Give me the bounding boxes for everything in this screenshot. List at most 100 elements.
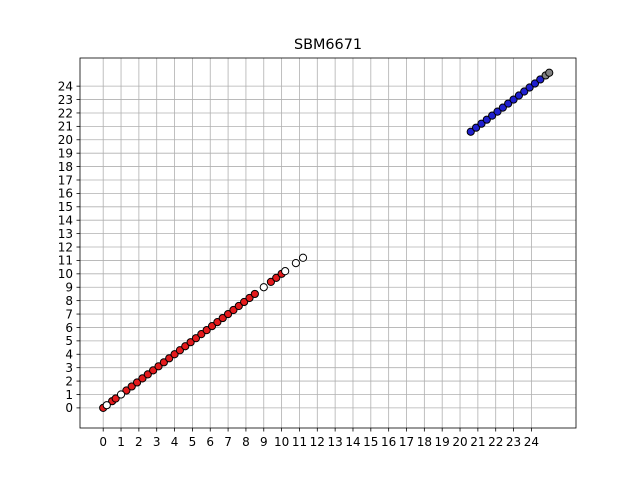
y-tick-label: 5 [65, 334, 73, 348]
y-tick-label: 9 [65, 281, 73, 295]
y-tick-label: 6 [65, 321, 73, 335]
x-tick-label: 2 [135, 435, 143, 449]
x-tick-label: 15 [363, 435, 378, 449]
data-point [111, 394, 120, 403]
data-point [159, 358, 168, 367]
y-tick-label: 4 [65, 348, 73, 362]
data-point [213, 317, 222, 327]
data-marks [99, 68, 554, 412]
y-tick-label: 23 [58, 93, 73, 107]
x-tick-label: 24 [524, 435, 539, 449]
data-point [272, 273, 281, 282]
data-point [202, 326, 211, 335]
x-tick-label: 20 [452, 435, 467, 449]
data-point [102, 401, 111, 410]
y-tick-label: 0 [65, 401, 73, 415]
y-tick-label: 10 [58, 267, 73, 281]
y-tick-label: 24 [58, 79, 73, 93]
x-tick-label: 10 [274, 435, 289, 449]
data-point [477, 119, 486, 128]
data-point [281, 267, 290, 276]
x-tick-label: 11 [292, 435, 307, 449]
x-tick-label: 23 [506, 435, 521, 449]
x-axis: 0 1 2 3 4 5 6 7 8 9 10 11 12 13 14 15 16 17 18 19 20 21 22 23 24 [99, 428, 539, 449]
x-tick-label: 6 [206, 435, 214, 449]
data-point [530, 79, 540, 88]
y-tick-label: 21 [58, 120, 73, 134]
data-point [218, 313, 227, 323]
data-point [165, 354, 174, 363]
y-tick-label: 19 [58, 146, 73, 160]
x-tick-label: 1 [117, 435, 125, 449]
data-point [245, 293, 254, 303]
data-point [266, 277, 276, 286]
data-point [471, 123, 481, 132]
grid [80, 58, 576, 428]
data-point [175, 346, 185, 355]
data-point [229, 305, 238, 315]
y-tick-label: 15 [58, 200, 73, 214]
y-tick-label: 11 [58, 254, 73, 268]
plot-frame [79, 57, 577, 429]
data-point [234, 301, 243, 311]
data-point [127, 382, 136, 391]
y-tick-label: 16 [58, 187, 73, 201]
data-point [207, 322, 217, 331]
data-point [488, 111, 497, 120]
x-tick-label: 14 [345, 435, 360, 449]
data-point [291, 259, 300, 268]
x-tick-label: 8 [242, 435, 250, 449]
data-point [240, 297, 249, 307]
y-tick-label: 8 [65, 294, 73, 308]
y-tick-label: 17 [58, 173, 73, 187]
data-point [482, 115, 491, 124]
y-tick-label: 12 [58, 240, 73, 254]
data-point [520, 87, 529, 96]
x-tick-label: 22 [488, 435, 503, 449]
x-tick-label: 13 [327, 435, 342, 449]
data-point [504, 99, 513, 108]
y-tick-label: 3 [65, 361, 73, 375]
x-tick-label: 16 [381, 435, 396, 449]
data-point [298, 253, 308, 262]
y-tick-label: 7 [65, 307, 73, 321]
data-point [122, 386, 131, 395]
data-point [191, 334, 201, 343]
data-point [498, 103, 507, 112]
data-point [509, 95, 518, 104]
x-tick-label: 5 [189, 435, 197, 449]
series-2 [466, 75, 545, 136]
data-point [259, 283, 268, 292]
x-tick-label: 19 [435, 435, 450, 449]
data-point [250, 289, 259, 299]
y-tick-label: 13 [58, 227, 73, 241]
y-tick-label: 22 [58, 106, 73, 120]
data-point [181, 342, 190, 351]
y-tick-label: 20 [58, 133, 73, 147]
x-tick-label: 3 [153, 435, 161, 449]
data-point [466, 127, 475, 136]
data-point [132, 378, 142, 387]
y-tick-label: 2 [65, 374, 73, 388]
x-tick-label: 21 [470, 435, 485, 449]
data-point [170, 350, 179, 359]
y-tick-label: 14 [58, 214, 73, 228]
x-tick-label: 0 [99, 435, 107, 449]
chart-title: SBM6671 [294, 37, 362, 53]
data-point [197, 330, 206, 339]
data-point [149, 366, 158, 375]
series-3 [541, 68, 554, 80]
data-point [536, 75, 545, 84]
data-point [514, 91, 524, 100]
y-tick-label: 1 [65, 388, 73, 402]
x-tick-label: 9 [260, 435, 268, 449]
data-point [525, 83, 534, 92]
x-tick-label: 4 [171, 435, 179, 449]
data-point [493, 107, 502, 116]
x-tick-label: 7 [224, 435, 232, 449]
data-point [186, 338, 195, 347]
data-point [154, 362, 163, 371]
x-tick-label: 18 [417, 435, 432, 449]
